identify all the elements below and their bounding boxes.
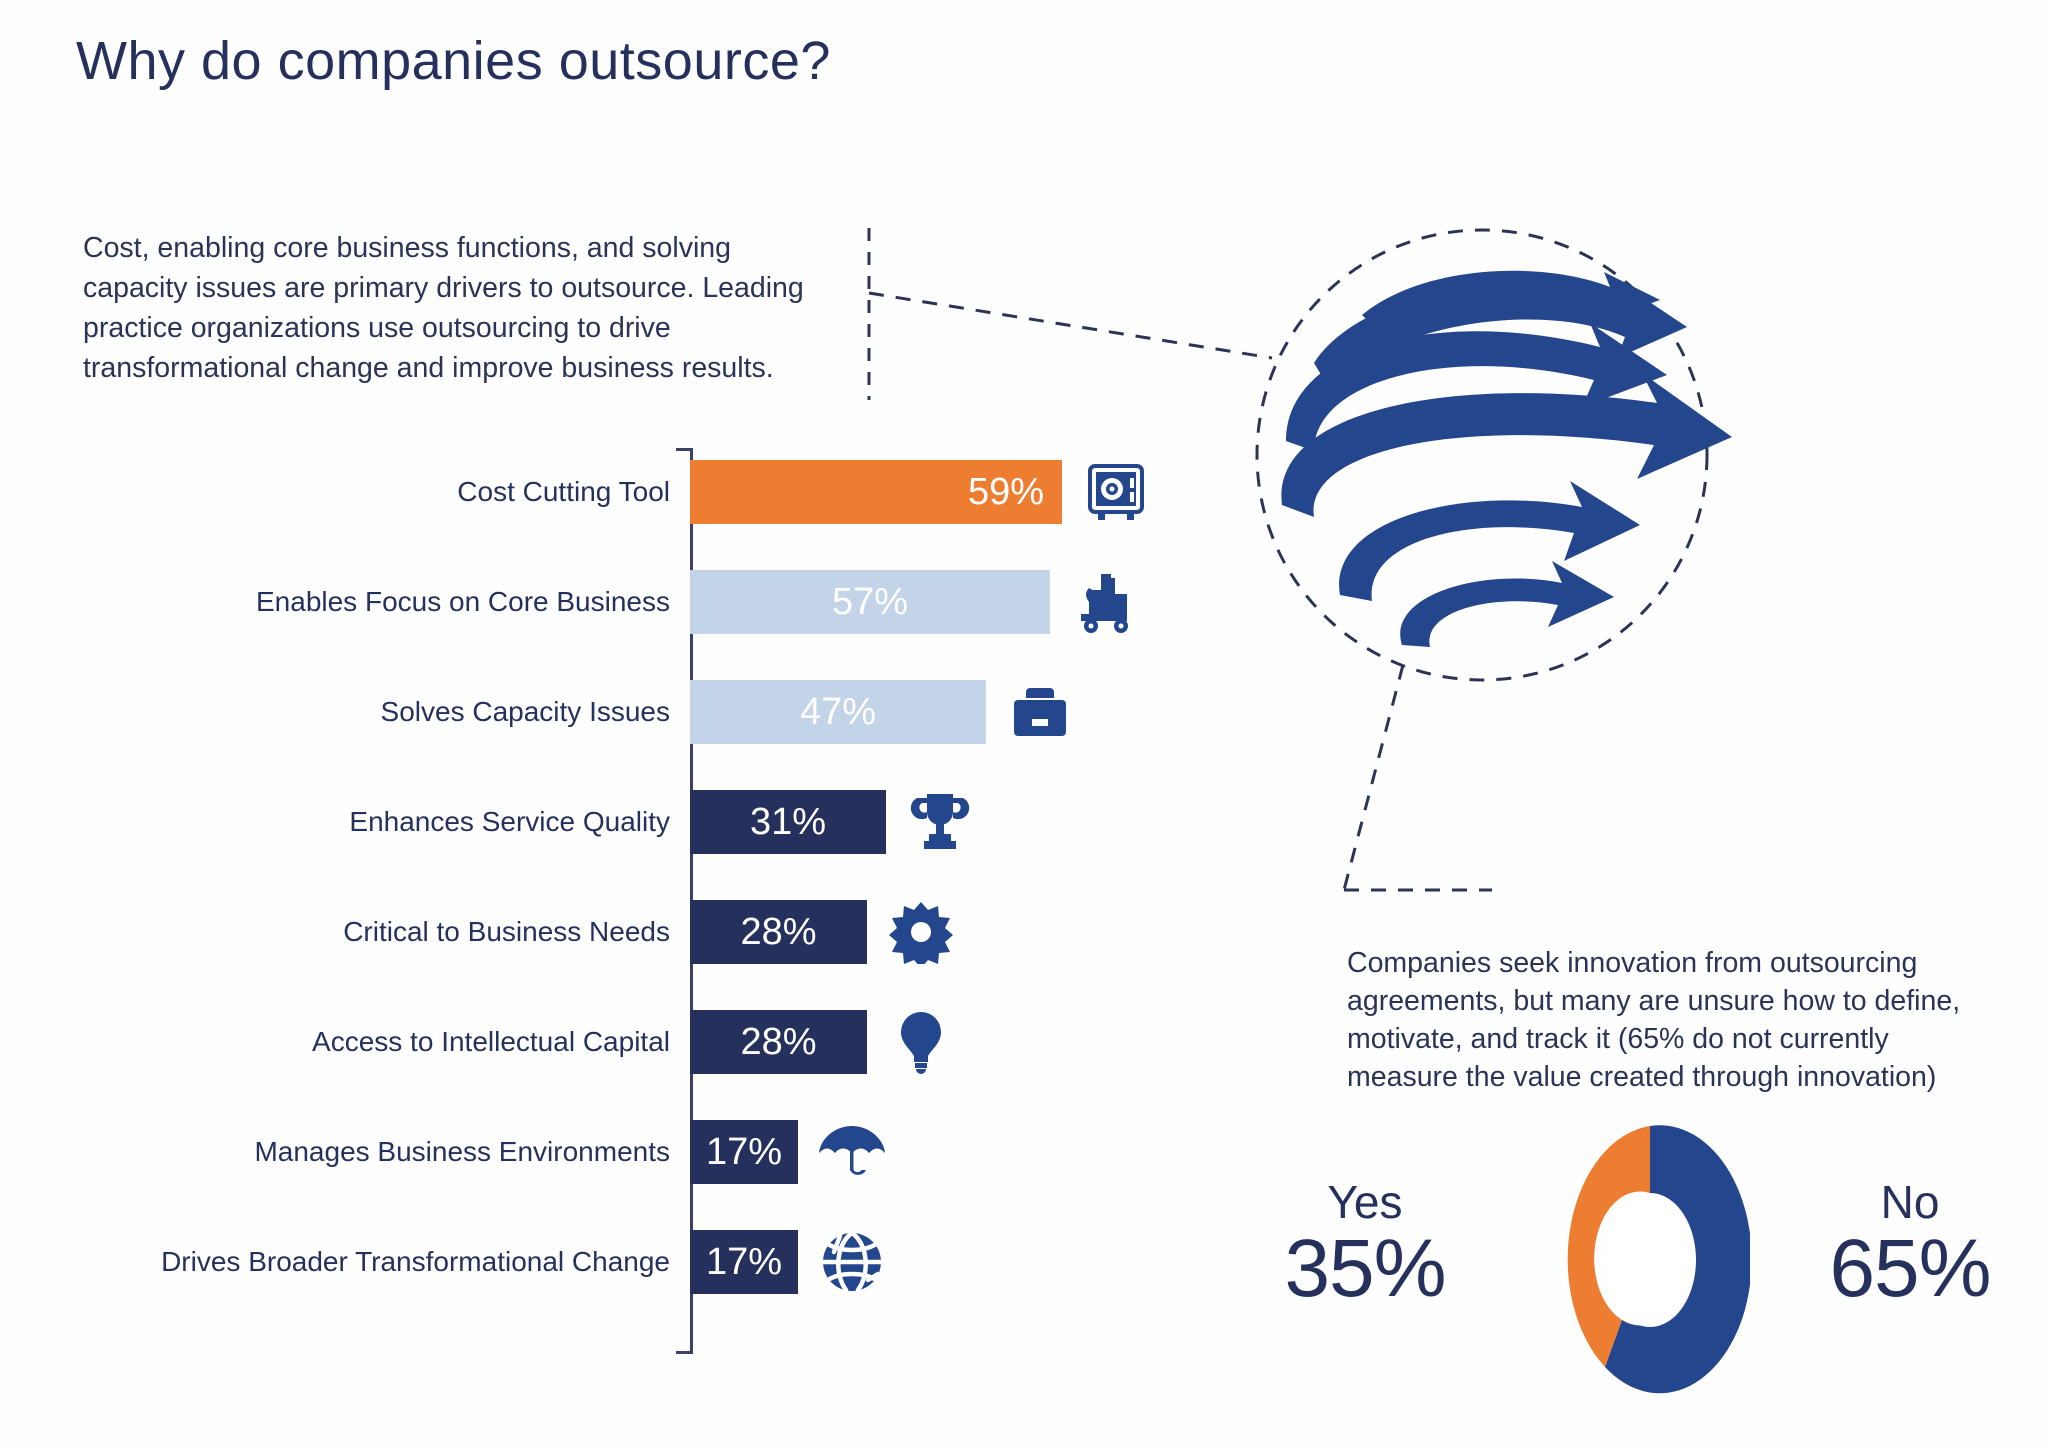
gear-icon [873, 884, 969, 980]
bar-value-label: 31% [749, 801, 827, 843]
bar-segment[interactable]: 59% [690, 460, 1062, 524]
lightbulb-icon [873, 994, 969, 1090]
donut-slice-yes [1567, 1126, 1650, 1367]
bar-segment[interactable]: 31% [690, 790, 886, 854]
table-row: Drives Broader Transformational Change 1… [0, 1230, 1250, 1294]
safe-icon [1068, 444, 1164, 540]
bar-category-label: Critical to Business Needs [343, 916, 670, 947]
leader-line-to-globe [868, 291, 1273, 360]
donut-hole [1604, 1193, 1696, 1327]
bar-value-label: 59% [967, 471, 1044, 513]
donut-yes-percent: 35% [1284, 1223, 1446, 1315]
globe-arrows-logo [1281, 270, 1732, 647]
donut-no-percent: 65% [1829, 1223, 1991, 1315]
table-row: Enhances Service Quality 31% [0, 790, 1250, 854]
bar-value-label: 47% [799, 691, 877, 733]
table-row: Cost Cutting Tool 59% [0, 460, 1250, 524]
bar-segment[interactable]: 17% [690, 1230, 798, 1294]
globe-circle-outline [1255, 228, 1709, 682]
bar-category-label: Enhances Service Quality [349, 806, 670, 837]
bar-segment[interactable]: 28% [690, 900, 867, 964]
bar-group: 31% [690, 790, 988, 854]
forklift-icon [1056, 554, 1152, 650]
bar-value-label: 28% [740, 911, 817, 953]
table-row: Access to Intellectual Capital 28% [0, 1010, 1250, 1074]
bar-category-label: Enables Focus on Core Business [256, 586, 670, 617]
bar-category-label: Solves Capacity Issues [380, 696, 670, 727]
bar-group: 17% [690, 1230, 900, 1294]
bar-segment[interactable]: 28% [690, 1010, 867, 1074]
bar-group: 59% [690, 460, 1164, 524]
bar-segment[interactable]: 57% [690, 570, 1050, 634]
donut-yes-word: Yes [1327, 1176, 1403, 1228]
callout-paragraph: Companies seek innovation from outsourci… [1347, 947, 1961, 1093]
intro-paragraph: Cost, enabling core business functions, … [83, 232, 804, 384]
table-row: Critical to Business Needs 28% [0, 900, 1250, 964]
toolbox-icon [992, 664, 1088, 760]
leader-line-to-callout [1342, 664, 1405, 891]
bar-value-label: 28% [740, 1021, 817, 1063]
trophy-icon [892, 774, 988, 870]
donut-slice-no [1605, 1125, 1750, 1394]
donut-no-label: No 65% [1790, 1178, 2030, 1312]
bar-category-label: Drives Broader Transformational Change [161, 1246, 670, 1277]
page-title: Why do companies outsource? [76, 31, 831, 91]
table-row: Enables Focus on Core Business 57% [0, 570, 1250, 634]
globe-network-icon [804, 1214, 900, 1310]
bar-group: 28% [690, 1010, 969, 1074]
umbrella-icon [804, 1104, 900, 1200]
bar-category-label: Cost Cutting Tool [457, 476, 670, 507]
bar-group: 57% [690, 570, 1152, 634]
table-row: Manages Business Environments 17% [0, 1120, 1250, 1184]
bar-segment[interactable]: 47% [690, 680, 986, 744]
bar-value-label: 17% [705, 1241, 783, 1283]
donut-chart [1567, 1125, 1750, 1394]
donut-yes-label: Yes 35% [1235, 1178, 1495, 1312]
bar-group: 47% [690, 680, 1088, 744]
donut-no-word: No [1880, 1176, 1940, 1228]
bar-chart: Cost Cutting Tool 59% [0, 440, 1250, 1354]
donut-chart-block: Yes 35% No 65% [1230, 1118, 2030, 1448]
axis-cap-bottom [676, 1351, 692, 1354]
axis-cap-top [676, 448, 692, 451]
bar-group: 17% [690, 1120, 900, 1184]
bar-group: 28% [690, 900, 969, 964]
bar-category-label: Access to Intellectual Capital [312, 1026, 670, 1057]
table-row: Solves Capacity Issues 47% [0, 680, 1250, 744]
bar-value-label: 57% [831, 581, 909, 623]
bar-category-label: Manages Business Environments [254, 1136, 670, 1167]
bar-segment[interactable]: 17% [690, 1120, 798, 1184]
bar-value-label: 17% [705, 1131, 783, 1173]
